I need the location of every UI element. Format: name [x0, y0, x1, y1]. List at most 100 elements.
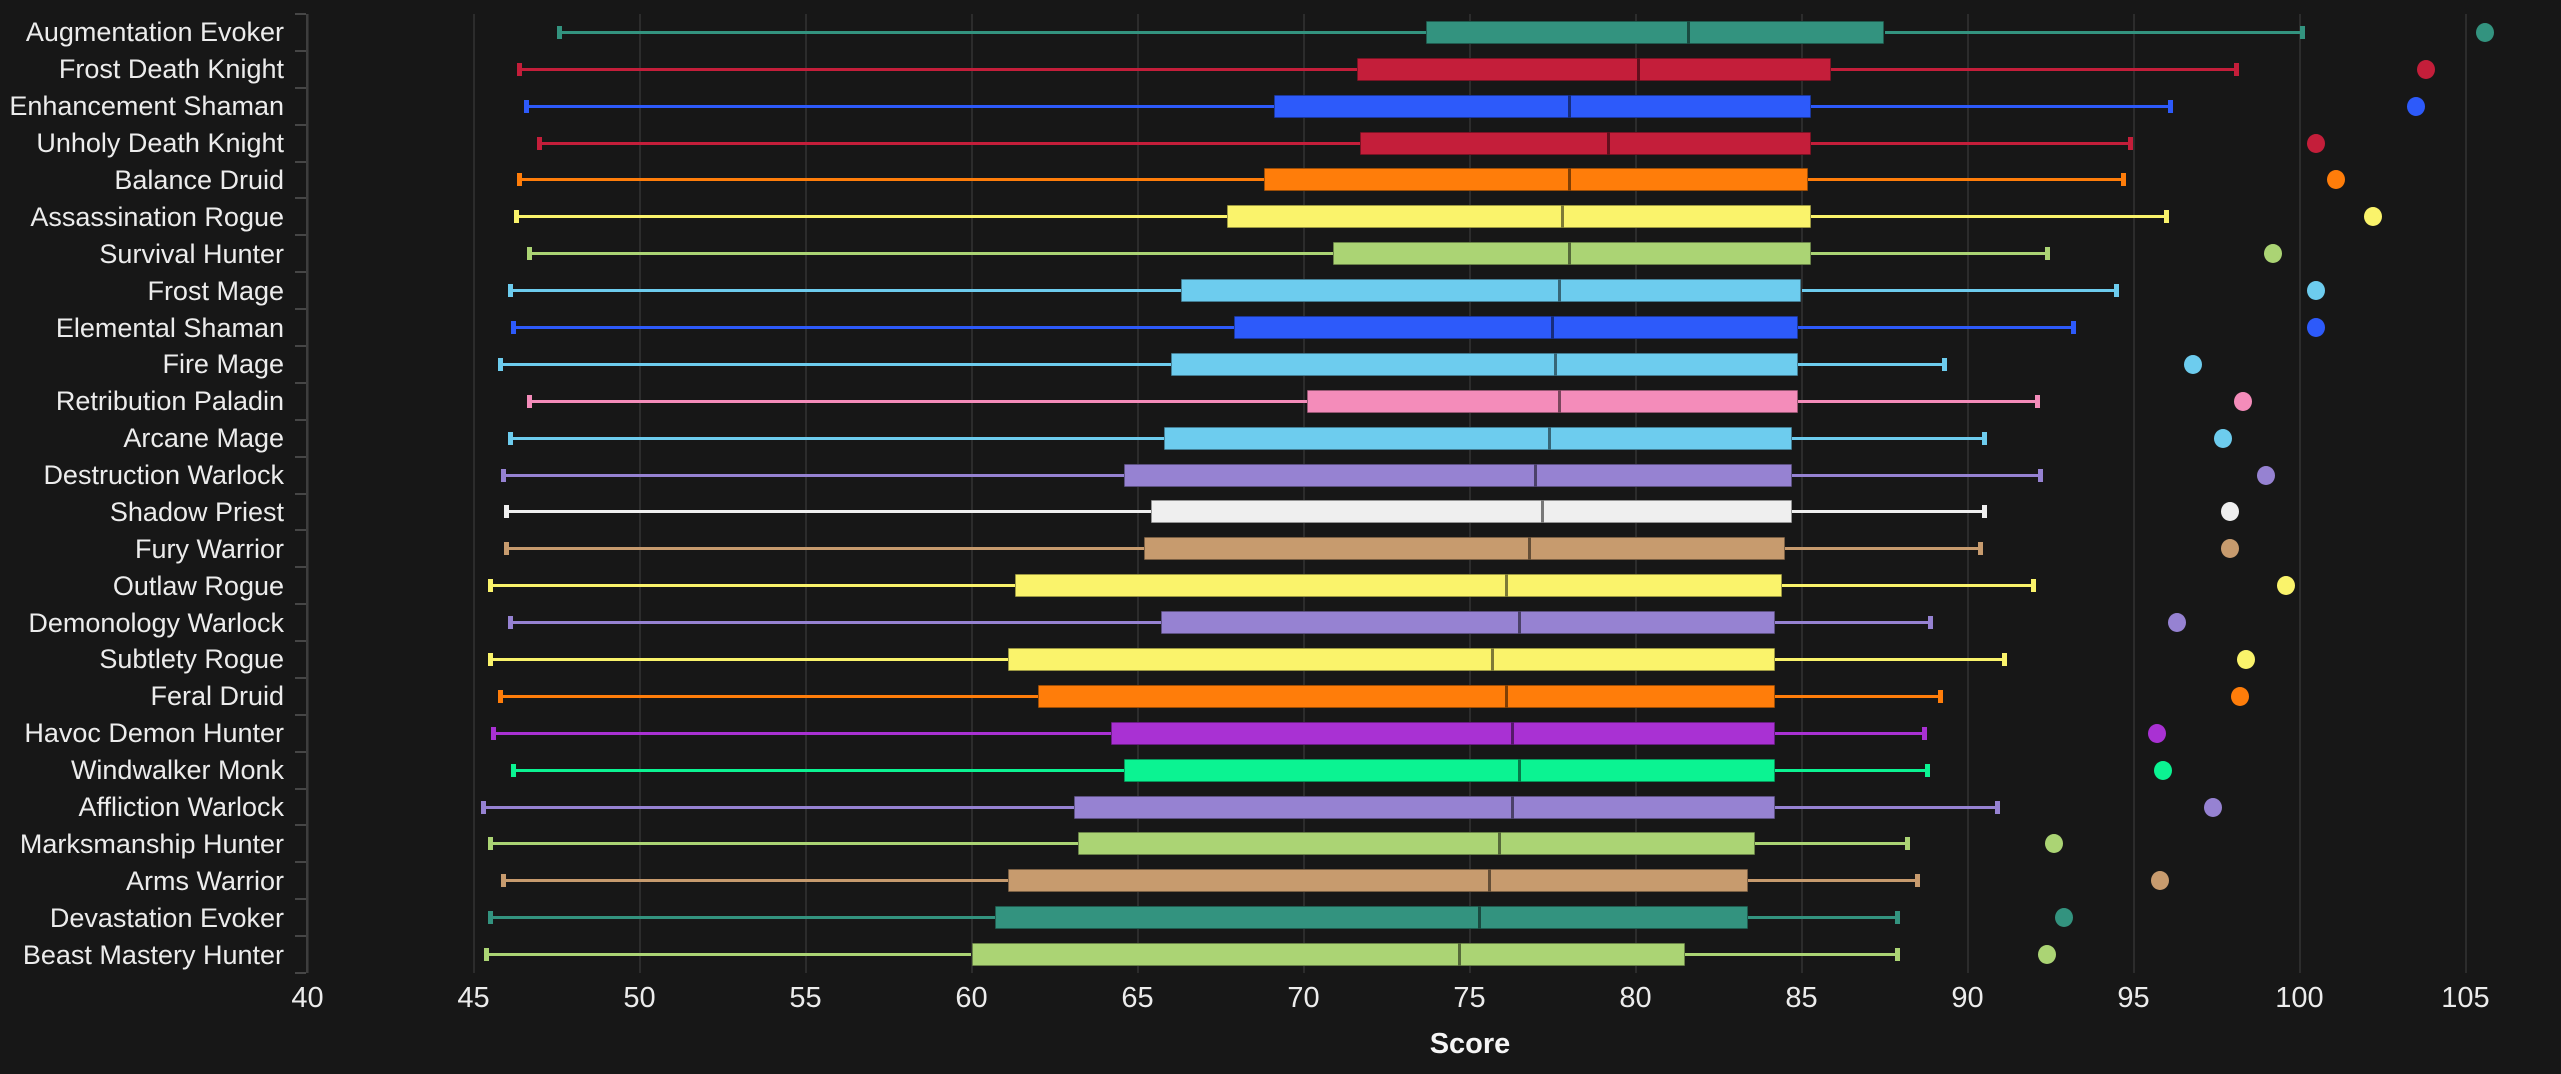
category-label: Frost Mage [147, 275, 284, 306]
outlier-dot [2214, 428, 2233, 448]
outlier-dot [2184, 354, 2203, 374]
y-axis-tick [294, 160, 306, 163]
outlier-dot [2416, 59, 2435, 79]
y-axis-tick [294, 898, 306, 901]
whisker-line-high [1781, 584, 2034, 588]
box [1008, 647, 1775, 671]
whisker-cap-high [1921, 726, 1927, 740]
y-axis-tick [294, 86, 306, 89]
category-label: Enhancement Shaman [9, 91, 284, 122]
whisker-cap-high [2071, 321, 2077, 335]
gridline [1136, 14, 1139, 973]
whisker-cap-low [537, 136, 543, 150]
box [1144, 537, 1785, 561]
median-line [1458, 943, 1462, 967]
gridline [472, 14, 475, 973]
median-line [1637, 57, 1641, 81]
y-axis-tick [294, 676, 306, 679]
box [1233, 316, 1799, 340]
median-line [1551, 316, 1554, 340]
whisker-line-low [510, 289, 1181, 293]
x-tick-label: 60 [955, 982, 988, 1014]
median-line [1517, 611, 1521, 635]
whisker-cap-high [2300, 25, 2306, 39]
whisker-cap-high [1905, 837, 1911, 851]
box [1074, 795, 1775, 819]
whisker-line-high [1798, 326, 2074, 330]
whisker-line-high [1748, 916, 1898, 920]
median-line [1554, 352, 1558, 376]
outlier-dot [2230, 686, 2249, 706]
whisker-cap-high [2127, 136, 2133, 150]
whisker-line-high [1685, 953, 1898, 957]
whisker-cap-low [487, 579, 493, 593]
whisker-cap-high [2044, 247, 2050, 261]
y-axis-line [305, 14, 308, 973]
category-label: Windwalker Monk [70, 755, 284, 786]
box [1180, 279, 1802, 303]
median-line [1491, 647, 1495, 671]
outlier-dot [2151, 871, 2170, 891]
gridline [1800, 14, 1803, 973]
median-line [1504, 684, 1508, 708]
whisker-cap-low [517, 173, 523, 187]
whisker-cap-high [2034, 394, 2040, 408]
outlier-dot [2277, 576, 2296, 596]
y-axis-tick [294, 123, 306, 126]
median-line [1547, 426, 1551, 450]
whisker-cap-high [2121, 173, 2127, 187]
category-label: Unholy Death Knight [36, 128, 284, 159]
whisker-cap-low [510, 763, 516, 777]
box [1170, 352, 1799, 376]
whisker-cap-low [500, 874, 506, 888]
whisker-cap-low [504, 542, 510, 556]
y-axis-tick [294, 935, 306, 938]
category-label: Affliction Warlock [78, 792, 284, 823]
outlier-dot [2044, 834, 2063, 854]
box [1356, 57, 1832, 81]
median-line [1527, 537, 1531, 561]
gridline [970, 14, 973, 973]
gridline [306, 14, 309, 973]
y-axis-tick [294, 787, 306, 790]
y-axis-tick [294, 861, 306, 864]
whisker-cap-low [487, 911, 493, 925]
whisker-line-low [529, 252, 1334, 256]
outlier-dot [2363, 207, 2382, 227]
whisker-line-low [519, 67, 1357, 71]
median-line [1567, 242, 1571, 266]
category-label: Augmentation Evoker [25, 17, 284, 48]
box [1037, 684, 1775, 708]
whisker-cap-high [2001, 652, 2007, 666]
gridline [2464, 14, 2467, 973]
box [1426, 20, 1885, 44]
category-label: Arcane Mage [123, 423, 284, 454]
gridline [1634, 14, 1637, 973]
y-axis-tick [294, 972, 306, 974]
category-label: Destruction Warlock [43, 460, 284, 491]
y-axis-tick [294, 381, 306, 384]
whisker-line-low [503, 879, 1008, 883]
whisker-line-low [490, 584, 1015, 588]
x-tick-label: 40 [291, 982, 324, 1014]
whisker-line-low [500, 362, 1171, 366]
gridline [1966, 14, 1969, 973]
whisker-line-high [1774, 768, 1928, 772]
y-axis-tick [294, 640, 306, 643]
whisker-line-high [1884, 30, 2303, 34]
median-line [1560, 205, 1564, 229]
whisker-line-high [1774, 621, 1931, 625]
y-axis-tick [294, 713, 306, 716]
category-label: Devastation Evoker [49, 902, 284, 933]
outlier-dot [2237, 649, 2256, 669]
outlier-dot [2307, 318, 2326, 338]
x-axis-title: Score [1429, 1028, 1511, 1060]
median-line [1534, 463, 1538, 487]
whisker-cap-high [1981, 431, 1987, 445]
y-axis-tick [294, 455, 306, 458]
whisker-line-high [1791, 473, 2041, 477]
y-axis-tick [294, 49, 306, 52]
whisker-cap-high [2031, 579, 2037, 593]
x-tick-label: 80 [1619, 982, 1652, 1014]
